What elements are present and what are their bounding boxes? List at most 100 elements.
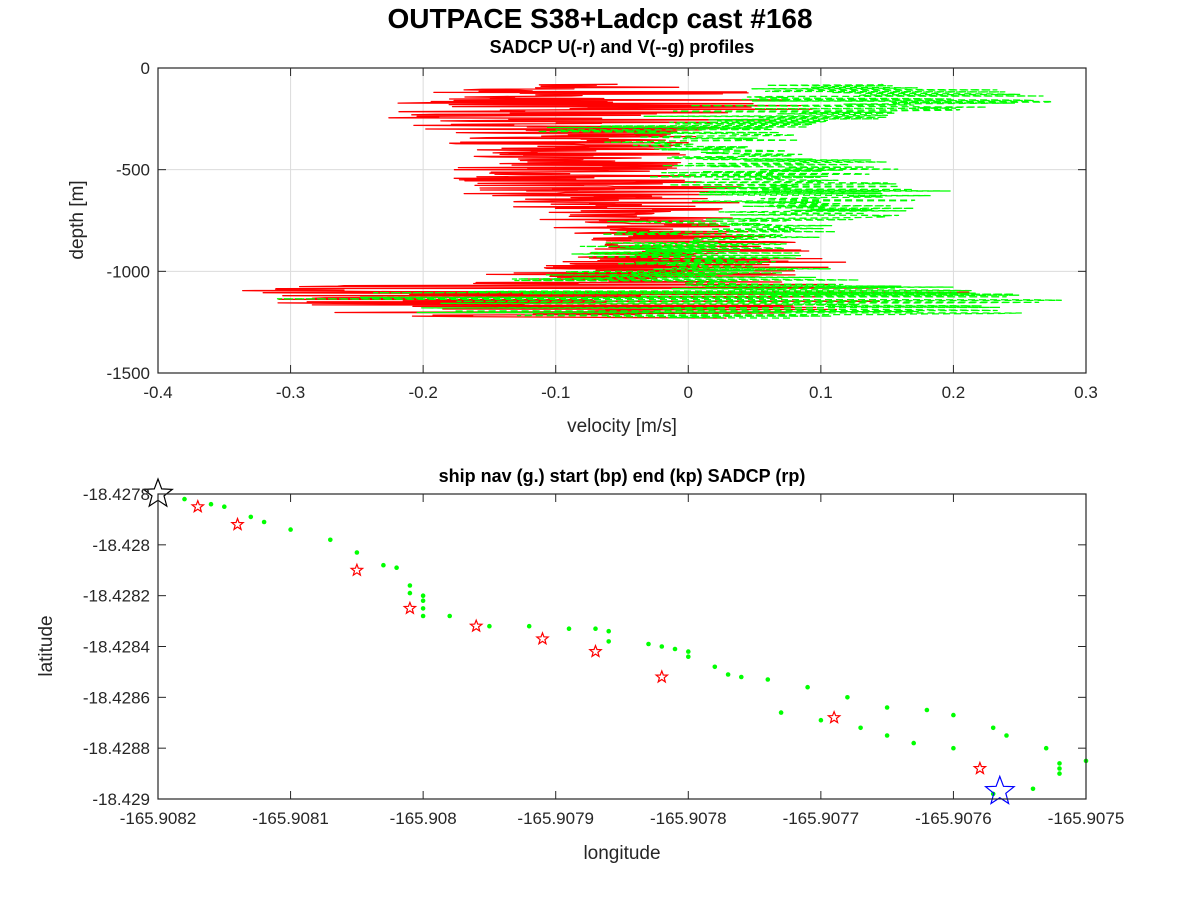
ship-nav-point (1004, 733, 1009, 738)
sadcp-star-marker (588, 643, 603, 658)
profile-y-axis-label: depth [m] (67, 180, 88, 259)
nav-y-tick-label: -18.4284 (83, 638, 150, 657)
ship-nav-point (354, 550, 360, 555)
nav-plot-title: ship nav (g.) start (bp) end (kp) SADCP … (439, 466, 806, 486)
nav-x-tick-label: -165.9076 (915, 809, 992, 828)
ship-nav-point (990, 725, 996, 731)
nav-x-tick-label: -165.9075 (1048, 809, 1125, 828)
nav-x-tick-label: -165.9082 (120, 809, 197, 828)
ship-nav-point (394, 565, 399, 570)
nav-x-tick-label: -165.9077 (783, 809, 860, 828)
ship-nav-point (447, 613, 453, 619)
profile-y-tick-label: -1000 (107, 262, 150, 281)
ship-nav-point (526, 623, 532, 629)
profile-x-tick-label: 0 (684, 383, 693, 402)
profile-x-axis-label: velocity [m/s] (567, 416, 677, 437)
ship-nav-point (328, 537, 333, 543)
ship-nav-point (182, 496, 187, 502)
ship-nav-point (407, 583, 413, 588)
profile-plot-title: SADCP U(-r) and V(--g) profiles (490, 37, 755, 57)
sadcp-star-marker (468, 618, 484, 633)
ship-nav-point (845, 695, 850, 700)
nav-x-tick-label: -165.9081 (252, 809, 329, 828)
sadcp-star-marker (190, 498, 206, 514)
ship-nav-point (1057, 761, 1062, 766)
ship-nav-point (1030, 786, 1036, 792)
nav-y-axis-label: latitude (36, 615, 57, 676)
ship-nav-point (686, 649, 691, 654)
ship-nav-point (606, 639, 611, 644)
nav-x-tick-label: -165.908 (390, 809, 457, 828)
ship-nav-point (420, 598, 426, 603)
ship-nav-point (805, 684, 810, 690)
nav-y-tick-label: -18.4286 (83, 688, 150, 707)
sadcp-star-marker (826, 710, 842, 724)
nav-y-tick-label: -18.4278 (83, 485, 150, 504)
profile-x-ticks: -0.4 -0.3 -0.2 -0.1 0 0.1 0.2 0.3 (143, 68, 1098, 402)
profile-series-v-line (276, 83, 1062, 319)
nav-y-tick-label: -18.428 (92, 536, 150, 555)
ship-nav-point (1043, 745, 1049, 751)
ship-nav-point (739, 674, 744, 680)
ship-nav-point (420, 593, 426, 598)
sadcp-star-marker (349, 562, 365, 577)
ship-nav-point (646, 641, 651, 647)
profile-x-tick-label: -0.1 (541, 383, 570, 402)
ship-nav-point (606, 628, 611, 634)
profile-x-tick-label: -0.3 (276, 383, 305, 402)
ship-nav-point (420, 613, 426, 619)
profile-y-tick-label: -1500 (107, 364, 150, 383)
nav-y-ticks: -18.429 -18.4288 -18.4286 -18.4284 -18.4282 -… (83, 485, 1086, 809)
profile-series (242, 83, 1062, 319)
sadcp-star-marker (654, 669, 670, 684)
sadcp-star-marker (230, 516, 245, 531)
ship-nav-point (222, 504, 227, 510)
ship-nav-point (686, 654, 691, 659)
profile-y-tick-label: -500 (116, 161, 150, 180)
sadcp-star-marker (972, 760, 988, 775)
ship-nav-point (951, 712, 956, 718)
ship-nav-point (288, 527, 293, 532)
ship-nav-point (884, 705, 890, 710)
nav-plot-area (158, 494, 1086, 799)
ship-nav-point (712, 664, 718, 670)
ship-nav-point (778, 710, 784, 715)
ship-nav-point (381, 562, 386, 568)
nav-x-tick-label: -165.9078 (650, 809, 727, 828)
ship-nav-point (420, 606, 426, 611)
profile-x-tick-label: 0.1 (809, 383, 833, 402)
ship-nav-point (487, 623, 492, 629)
profile-x-tick-label: -0.2 (408, 383, 437, 402)
end-star-marker (983, 774, 1016, 805)
ship-nav-point (566, 626, 572, 631)
nav-y-tick-label: -18.4282 (83, 587, 150, 606)
ship-nav-point (818, 717, 824, 723)
profile-y-ticks: -1500 -1000 -500 0 (107, 59, 1086, 383)
nav-y-tick-label: -18.429 (92, 790, 150, 809)
ship-nav-point (924, 707, 930, 713)
nav-x-ticks: -165.9082 -165.9081 -165.908 -165.9079 -165.… (120, 494, 1125, 828)
ship-nav-point (884, 733, 890, 738)
profile-x-tick-label: 0.2 (942, 383, 966, 402)
ship-nav-point (593, 626, 598, 631)
ship-nav-point (208, 501, 214, 507)
ship-nav-point (725, 672, 731, 677)
velocity-profile-axes: SADCP U(-r) and V(--g) profiles -0.4 -0.3… (67, 37, 1098, 437)
ship-nav-point (858, 725, 863, 731)
ship-nav-point (248, 514, 254, 520)
profile-x-tick-label: -0.4 (143, 383, 172, 402)
sadcp-star-marker (535, 631, 550, 646)
ship-nav-point (407, 590, 413, 596)
ship-nav-point (951, 745, 956, 751)
nav-series (142, 477, 1089, 805)
profile-x-tick-label: 0.3 (1074, 383, 1098, 402)
ship-nav-point (765, 677, 771, 682)
figure-title: OUTPACE S38+Ladcp cast #168 (387, 3, 812, 34)
ship-nav-point (659, 644, 665, 649)
nav-y-tick-label: -18.4288 (83, 739, 150, 758)
ship-nav-point (1057, 766, 1062, 771)
ship-nav-point (1057, 771, 1062, 776)
nav-x-axis-label: longitude (583, 843, 660, 864)
nav-x-tick-label: -165.9079 (517, 809, 594, 828)
